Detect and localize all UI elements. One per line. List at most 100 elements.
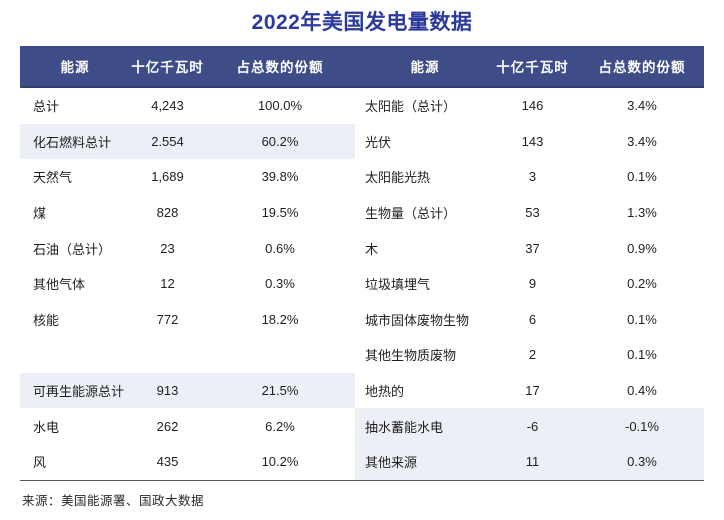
table-row: 天然气 1,689 39.8% 太阳能光热 3 0.1%: [20, 159, 704, 195]
share-cell: 0.3%: [265, 276, 295, 292]
row-other-gases: 其他气体 12 0.3%: [20, 266, 355, 302]
energy-name-cell: 木: [365, 241, 379, 257]
row-wind: 风 435 10.2%: [20, 444, 355, 480]
row-renewables-total: 可再生能源总计 913 21.5%: [20, 372, 355, 409]
table-row: 其他气体 12 0.3% 垃圾填埋气 9 0.2%: [20, 266, 704, 302]
value-cell: [130, 337, 205, 373]
value-cell: 53: [525, 205, 540, 221]
value-cell: 17: [525, 383, 540, 399]
header-billion-kwh-right: 十亿千瓦时: [496, 60, 569, 75]
energy-name-cell: 风: [33, 455, 47, 471]
share-cell: 6.2%: [265, 418, 295, 434]
row-petroleum-total: 石油（总计） 23 0.6%: [20, 230, 355, 266]
energy-name-cell: 其他来源: [365, 455, 418, 471]
value-cell: 1,689: [151, 169, 184, 185]
energy-name-cell: 其他气体: [33, 277, 86, 293]
share-cell: 18.2%: [261, 311, 299, 327]
value-cell: 12: [160, 276, 175, 292]
value-cell: 23: [160, 240, 175, 256]
share-cell: 3.4%: [627, 98, 657, 114]
page: 2022年美国发电量数据 能源 十亿千瓦时 占总数的份额 能源 十亿千瓦时 占总…: [0, 6, 724, 509]
share-cell: 0.1%: [627, 311, 657, 327]
header-share-left: 占总数的份额: [236, 60, 324, 75]
energy-name-cell: 可再生能源总计: [33, 384, 125, 400]
energy-name-cell: 天然气: [33, 170, 73, 186]
row-coal: 煤 828 19.5%: [20, 195, 355, 231]
energy-name-cell: 石油（总计）: [33, 241, 112, 257]
header-right-half: 能源 十亿千瓦时 占总数的份额: [355, 46, 704, 86]
value-cell: 146: [521, 98, 544, 114]
value-cell: 913: [156, 383, 179, 399]
energy-name-cell: 其他生物质废物: [365, 348, 457, 364]
row-wood: 木 37 0.9%: [355, 230, 704, 266]
energy-name-cell: 总计: [33, 99, 60, 115]
value-cell: 11: [525, 454, 540, 470]
table-row: 其他生物质废物 2 0.1%: [20, 337, 704, 373]
share-cell: 60.2%: [261, 133, 299, 149]
value-cell: 2: [528, 347, 537, 363]
energy-name-cell: 地热的: [365, 384, 405, 400]
header-energy-right: 能源: [410, 60, 440, 75]
table-header: 能源 十亿千瓦时 占总数的份额 能源 十亿千瓦时 占总数的份额: [20, 46, 704, 88]
energy-name-cell: 煤: [33, 206, 47, 222]
energy-name-cell: 抽水蓄能水电: [365, 419, 444, 435]
share-cell: 0.6%: [265, 240, 295, 256]
source-note: 来源：美国能源署、国政大数据: [22, 493, 205, 508]
energy-name-cell: 核能: [33, 312, 60, 328]
row-hydro: 水电 262 6.2%: [20, 408, 355, 444]
value-cell: 3: [528, 169, 537, 185]
value-cell: 772: [156, 311, 179, 327]
share-cell: 19.5%: [261, 205, 299, 221]
header-left-half: 能源 十亿千瓦时 占总数的份额: [20, 46, 355, 86]
energy-name-cell: 水电: [33, 419, 60, 435]
row-natural-gas: 天然气 1,689 39.8%: [20, 159, 355, 195]
share-cell: [205, 337, 355, 373]
row-pumped-storage: 抽水蓄能水电 -6 -0.1%: [355, 408, 704, 444]
share-cell: 0.3%: [627, 454, 657, 470]
row-photovoltaic: 光伏 143 3.4%: [355, 124, 704, 160]
share-cell: 39.8%: [261, 169, 299, 185]
header-billion-kwh-left: 十亿千瓦时: [131, 60, 204, 75]
row-empty: [20, 337, 355, 373]
table-row: 化石燃料总计 2.554 60.2% 光伏 143 3.4%: [20, 123, 704, 160]
energy-name-cell: 太阳能（总计）: [365, 99, 457, 115]
row-biomass-total: 生物量（总计） 53 1.3%: [355, 195, 704, 231]
share-cell: 10.2%: [261, 454, 299, 470]
energy-name-cell: 生物量（总计）: [365, 206, 457, 222]
table-row: 可再生能源总计 913 21.5% 地热的 17 0.4%: [20, 372, 704, 409]
header-share-right: 占总数的份额: [598, 60, 686, 75]
value-cell: 2.554: [151, 133, 184, 149]
table-row: 煤 828 19.5% 生物量（总计） 53 1.3%: [20, 195, 704, 231]
value-cell: 4,243: [151, 98, 184, 114]
value-cell: 6: [528, 311, 537, 327]
row-other-biomass-waste: 其他生物质废物 2 0.1%: [355, 337, 704, 373]
value-cell: 435: [156, 454, 179, 470]
share-cell: 0.4%: [627, 383, 657, 399]
share-cell: 0.1%: [627, 169, 657, 185]
row-solar-thermal: 太阳能光热 3 0.1%: [355, 159, 704, 195]
table-row: 风 435 10.2% 其他来源 11 0.3%: [20, 443, 704, 480]
share-cell: 3.4%: [627, 133, 657, 149]
share-cell: 1.3%: [627, 205, 657, 221]
table-row: 水电 262 6.2% 抽水蓄能水电 -6 -0.1%: [20, 408, 704, 444]
share-cell: 0.1%: [627, 347, 657, 363]
row-nuclear: 核能 772 18.2%: [20, 302, 355, 338]
row-geothermal: 地热的 17 0.4%: [355, 373, 704, 409]
share-cell: 0.9%: [627, 240, 657, 256]
energy-name-cell: 太阳能光热: [365, 170, 431, 186]
table-row: 总计 4,243 100.0% 太阳能（总计） 146 3.4%: [20, 88, 704, 124]
row-landfill-gas: 垃圾填埋气 9 0.2%: [355, 266, 704, 302]
row-total: 总计 4,243 100.0%: [20, 88, 355, 124]
row-other-sources: 其他来源 11 0.3%: [355, 443, 704, 480]
value-cell: -6: [526, 418, 539, 434]
page-title: 2022年美国发电量数据: [251, 11, 473, 34]
share-cell: 100.0%: [257, 98, 303, 114]
value-cell: 9: [528, 276, 537, 292]
row-solar-total: 太阳能（总计） 146 3.4%: [355, 88, 704, 124]
table-row: 石油（总计） 23 0.6% 木 37 0.9%: [20, 230, 704, 266]
value-cell: 143: [521, 133, 544, 149]
header-energy-left: 能源: [60, 60, 90, 75]
table-body: 总计 4,243 100.0% 太阳能（总计） 146 3.4% 化石燃料总计 …: [20, 88, 704, 481]
row-fossil-total: 化石燃料总计 2.554 60.2%: [20, 123, 355, 160]
share-cell: 0.2%: [627, 276, 657, 292]
